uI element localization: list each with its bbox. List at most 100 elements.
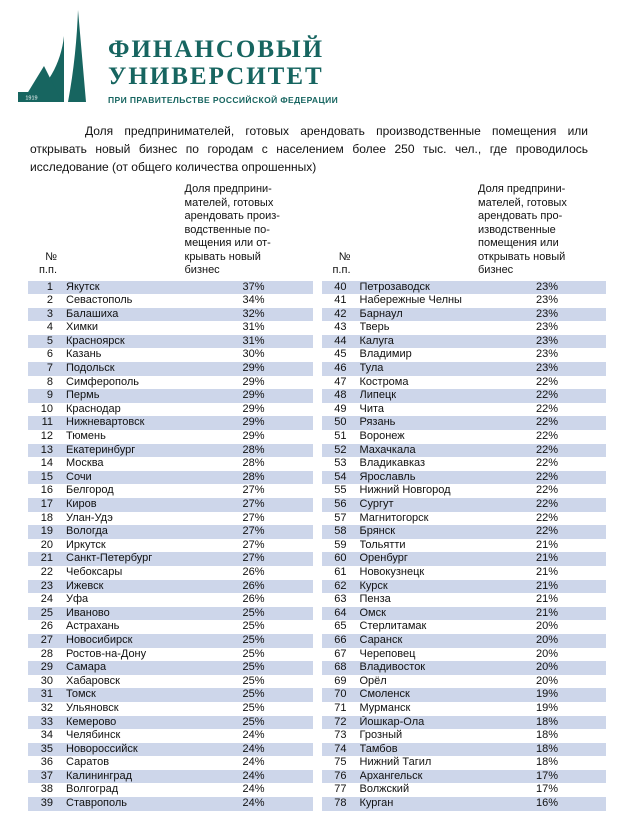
row-number: 27: [40, 633, 53, 646]
table-row: 45 Владимир 23%: [322, 348, 607, 362]
table-right: № п.п. Доля предприни- мателей, готовых …: [321, 183, 607, 811]
row-number: 12: [40, 430, 53, 443]
row-number: 50: [334, 416, 347, 429]
city-name: Казань: [66, 348, 102, 361]
table-row: 9 Пермь 29%: [28, 389, 313, 403]
table-row: 30 Хабаровск 25%: [28, 675, 313, 689]
table-row: 3 Балашиха 32%: [28, 307, 313, 322]
row-number: 4: [46, 321, 53, 334]
table-row: 37 Калининград 24%: [28, 769, 313, 784]
city-name: Пенза: [359, 593, 391, 606]
row-number: 36: [40, 756, 53, 769]
share-value: 21%: [535, 552, 559, 565]
city-name: Калуга: [359, 334, 394, 347]
row-number: 74: [334, 742, 347, 755]
city-name: Орёл: [359, 674, 387, 687]
row-number: 71: [334, 701, 347, 714]
share-value: 22%: [535, 375, 559, 388]
row-number: 35: [40, 742, 53, 755]
row-number: 17: [40, 498, 53, 510]
city-name: Владимир: [359, 348, 412, 361]
share-value: 22%: [535, 389, 559, 402]
table-row: 74 Тамбов 18%: [321, 742, 606, 757]
row-number: 14: [40, 457, 53, 470]
row-number: 45: [334, 348, 347, 361]
row-number: 57: [334, 511, 347, 524]
share-value: 28%: [242, 470, 265, 483]
row-number: 7: [46, 362, 53, 375]
table-row: 75 Нижний Тагил 18%: [322, 756, 607, 770]
city-name: Нижневартовск: [66, 416, 145, 429]
row-number: 76: [334, 769, 347, 782]
city-name: Волжский: [359, 783, 410, 796]
table-row: 73 Грозный 18%: [322, 729, 607, 743]
table-row: 54 Ярославль 22%: [321, 470, 606, 485]
city-name: Ижевск: [66, 579, 104, 592]
share-value: 25%: [242, 606, 265, 619]
row-number: 6: [46, 348, 53, 361]
table-row: 14 Москва 28%: [28, 457, 313, 471]
table-row: 77 Волжский 17%: [322, 783, 607, 797]
city-name: Тюмень: [66, 430, 106, 443]
share-value: 17%: [535, 769, 559, 782]
city-name: Саранск: [359, 633, 403, 646]
row-number: 59: [334, 538, 347, 551]
share-value: 29%: [242, 416, 265, 429]
share-value: 28%: [242, 457, 265, 470]
row-number: 44: [334, 334, 347, 347]
share-value: 27%: [242, 511, 265, 524]
city-name: Чебоксары: [66, 565, 123, 578]
row-number: 5: [46, 334, 53, 347]
city-name: Ростов-на-Дону: [66, 647, 147, 660]
city-name: Липецк: [359, 389, 397, 402]
table-row: 58 Брянск 22%: [321, 525, 606, 539]
city-name: Оренбург: [359, 552, 408, 565]
table-row: 34 Челябинск 24%: [28, 729, 313, 743]
share-value: 34%: [242, 294, 265, 307]
city-name: Белгород: [66, 484, 114, 497]
share-value: 22%: [535, 525, 559, 538]
table-row: 8 Симферополь 29%: [28, 376, 313, 390]
share-value: 20%: [535, 620, 559, 633]
city-name: Волгоград: [66, 783, 119, 796]
share-value: 25%: [242, 688, 265, 701]
row-number: 37: [40, 769, 53, 782]
city-name: Пермь: [66, 389, 100, 402]
share-value: 27%: [242, 484, 265, 497]
table-row: 42 Барнаул 23%: [321, 307, 606, 322]
city-name: Воронеж: [359, 430, 405, 443]
table-row: 39 Ставрополь 24%: [28, 797, 313, 811]
row-number: 38: [40, 783, 53, 796]
table-row: 67 Череповец 20%: [322, 648, 607, 662]
table-row: 27 Новосибирск 25%: [28, 633, 313, 648]
share-value: 25%: [242, 715, 265, 728]
share-value: 22%: [535, 416, 559, 429]
table-row: 59 Тольятти 21%: [322, 539, 607, 553]
city-name: Стерлитамак: [359, 620, 427, 633]
city-name: Балашиха: [66, 307, 119, 320]
city-name: Хабаровск: [66, 674, 120, 687]
share-value: 26%: [242, 579, 265, 592]
table-row: 19 Вологда 27%: [28, 525, 313, 539]
city-name: Ульяновск: [66, 701, 119, 714]
row-number: 65: [334, 620, 347, 633]
table-row: 2 Севастополь 34%: [28, 294, 313, 308]
row-number: 69: [334, 674, 347, 687]
row-number: 3: [46, 307, 53, 320]
city-name: Кемерово: [66, 715, 117, 728]
row-number: 40: [334, 280, 347, 293]
city-name: Вологда: [66, 525, 108, 538]
share-value: 20%: [535, 674, 559, 687]
city-column-header: [66, 183, 185, 281]
table-row: 64 Омск 21%: [321, 606, 606, 621]
share-value: 20%: [535, 647, 559, 660]
city-name: Химки: [66, 321, 99, 334]
city-name: Улан-Удэ: [66, 511, 113, 524]
row-number: 15: [40, 470, 53, 483]
table-row: 46 Тула 23%: [321, 362, 606, 376]
table-row: 61 Новокузнецк 21%: [322, 566, 607, 580]
table-row: 48 Липецк 22%: [321, 389, 606, 403]
table-row: 15 Сочи 28%: [28, 470, 313, 485]
table-row: 66 Саранск 20%: [321, 633, 606, 648]
city-name: Грозный: [359, 729, 403, 742]
